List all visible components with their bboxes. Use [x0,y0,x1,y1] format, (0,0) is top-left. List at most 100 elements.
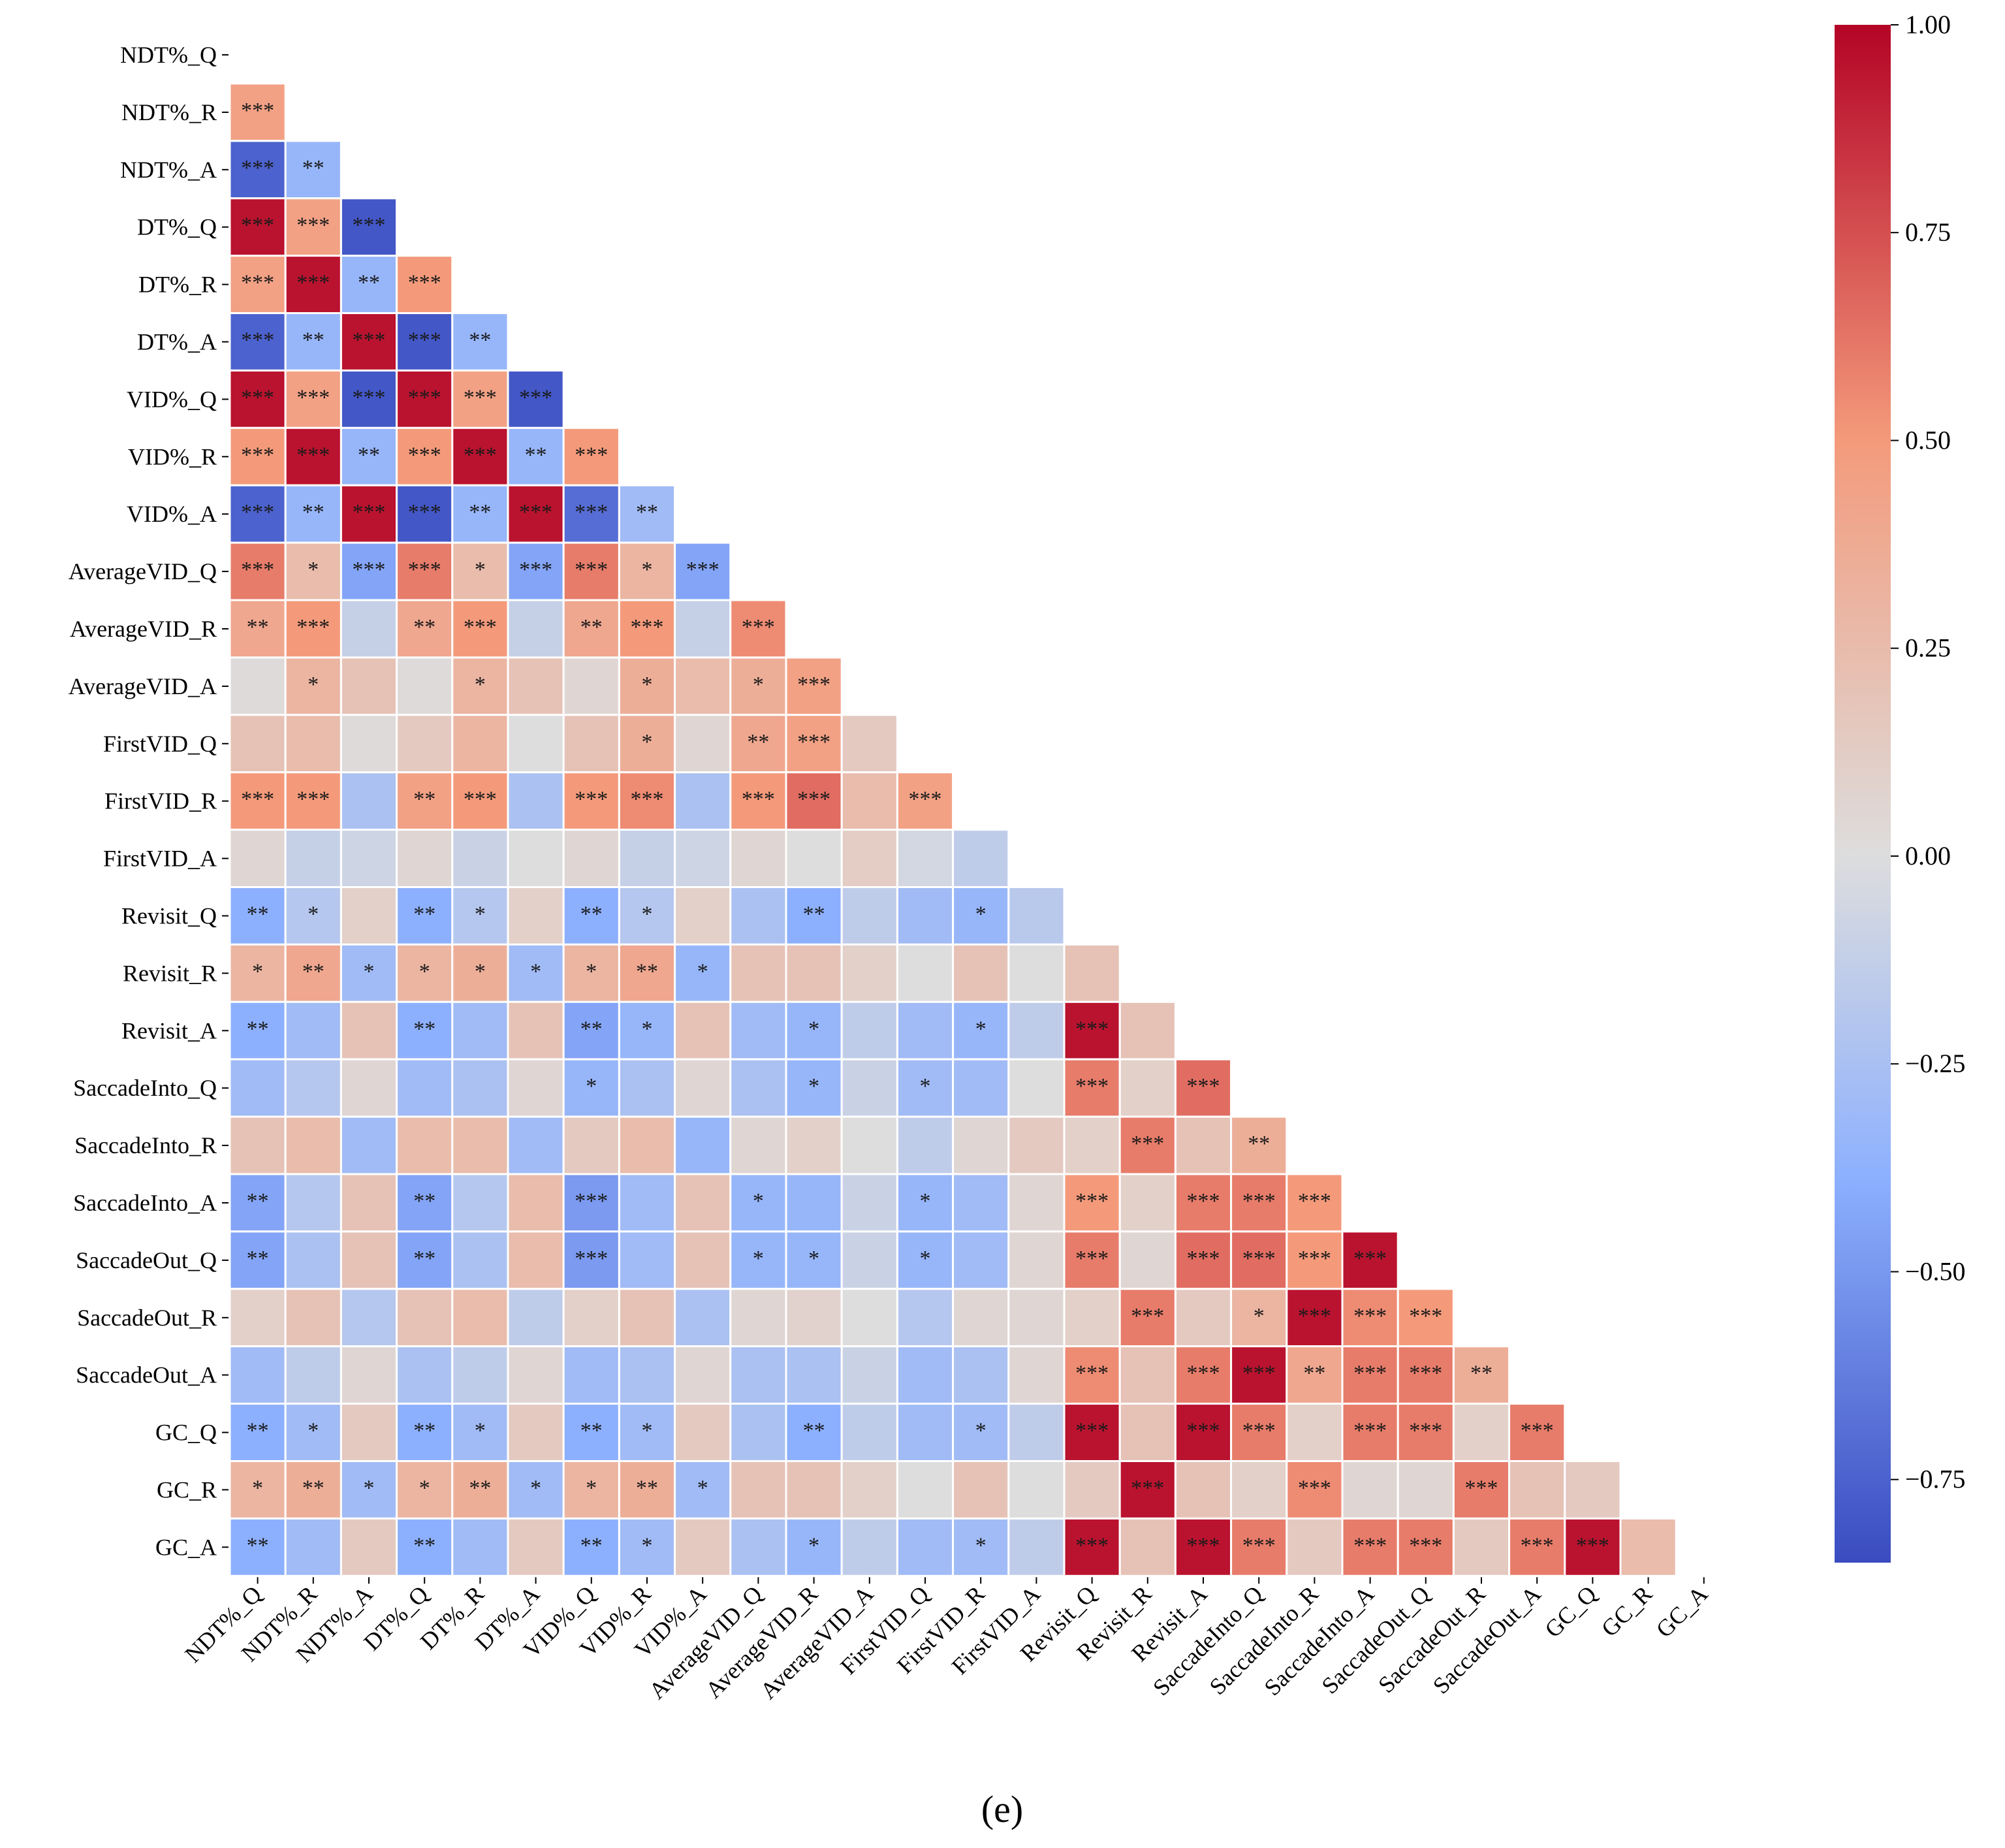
heatmap-cell [451,1173,509,1233]
heatmap-cell [785,943,843,1003]
y-tick-label: SaccadeOut_A [76,1362,217,1388]
heatmap-cell [396,1000,454,1060]
heatmap-cell [729,943,787,1003]
heatmap-cell [339,484,398,544]
significance-star-label: *** [408,558,441,582]
heatmap-cell [396,1345,454,1405]
significance-star-label: * [308,558,319,582]
colorbar [1835,25,1891,1563]
heatmap-cell [507,599,565,659]
heatmap-cell [840,1230,898,1290]
heatmap-cell [618,943,676,1003]
significance-star-label: *** [296,385,330,409]
significance-star-label: *** [575,1189,608,1213]
heatmap-cell [229,656,287,716]
colorbar-tick-label: 1.00 [1905,10,1951,39]
heatmap-cell [1341,1460,1399,1520]
heatmap-cell [896,1403,955,1463]
heatmap-cell [339,1000,398,1060]
significance-star-label: *** [1187,1247,1220,1271]
heatmap-cell [729,1058,787,1118]
heatmap-cell [896,1230,955,1290]
heatmap-cell [618,656,676,716]
heatmap-cell [674,656,732,716]
heatmap-cell [229,1000,287,1060]
significance-star-label: *** [1242,1189,1276,1213]
significance-star-label: * [586,959,597,983]
significance-star-label: ** [247,1533,269,1557]
x-tick-label: GC_A [1651,1581,1713,1643]
heatmap-cell [840,1403,898,1463]
significance-star-label: ** [302,959,324,983]
y-tick-label: GC_R [157,1476,217,1503]
heatmap-cell [840,1173,898,1233]
significance-star-label: ** [1248,1132,1270,1156]
y-tick-label: AverageVID_Q [69,558,217,584]
heatmap-cell [1118,1115,1176,1175]
significance-star-label: ** [525,443,547,467]
heatmap-cell [1230,1173,1288,1233]
heatmap-cell [229,1460,287,1520]
significance-star-label: *** [1298,1476,1331,1500]
significance-star-label: *** [296,615,330,639]
significance-star-label: * [920,1189,931,1213]
heatmap-cell [618,599,676,659]
heatmap-cell [339,599,398,659]
significance-star-label: ** [469,1476,491,1500]
significance-star-label: * [530,959,541,983]
heatmap-cell [1619,1517,1677,1577]
heatmap-cell [618,1173,676,1233]
significance-star-label: * [642,1017,653,1041]
heatmap-cell [785,1403,843,1463]
significance-star-label: * [808,1074,819,1098]
significance-star-label: *** [909,788,942,812]
significance-star-label: * [975,1017,987,1041]
heatmap-cell [229,541,287,601]
heatmap-cell [729,829,787,888]
colorbar-ticks: 1.00 0.75 0.50 0.25 0.00 −0.25 −0.50 −0.75 [1891,10,1966,1494]
y-tick-label: Revisit_A [121,1017,217,1043]
heatmap-cell [451,369,509,429]
heatmap-cell [729,714,787,774]
heatmap-cell [674,1345,732,1405]
significance-star-label: *** [241,214,274,238]
heatmap-cell [1286,1517,1344,1577]
heatmap-cell [1397,1403,1455,1463]
significance-star-label: ** [747,730,769,754]
significance-star-label: ** [247,1419,269,1443]
heatmap-cell [1118,1345,1176,1405]
significance-star-label: * [586,1074,597,1098]
significance-star-label: *** [1131,1132,1164,1156]
heatmap-cell [507,1230,565,1290]
y-tick-label: DT%_R [138,272,217,298]
heatmap-cell [451,1058,509,1118]
heatmap-cell [729,1460,787,1520]
heatmap-cell [339,1115,398,1175]
significance-star-label: * [753,673,764,697]
heatmap-cell [396,829,454,888]
heatmap-cell [507,656,565,716]
heatmap-cell [451,1517,509,1577]
significance-star-label: *** [464,385,497,409]
y-tick-label: AverageVID_A [69,673,217,699]
significance-star-label: *** [1187,1189,1220,1213]
significance-star-label: * [1254,1304,1265,1328]
y-tick-label: GC_A [155,1534,217,1560]
y-tick-label: SaccadeInto_Q [73,1075,217,1101]
significance-stars: ****** ***** *** ****** *** ** ****** ** *** *** *… [241,99,1609,1557]
heatmap-cell [229,369,287,429]
y-tick-label: SaccadeInto_A [73,1190,217,1216]
heatmap-cell [840,829,898,888]
y-tick-label: SaccadeInto_R [74,1132,217,1158]
significance-star-label: *** [1131,1476,1164,1500]
significance-star-label: *** [353,214,386,238]
heatmap-cell [451,656,509,716]
heatmap-cell [1007,1058,1066,1118]
heatmap-cell [1007,1230,1066,1290]
significance-star-label: ** [803,902,825,927]
significance-star-label: *** [1242,1247,1276,1271]
heatmap-cell [396,1517,454,1577]
heatmap-cell [1007,1460,1066,1520]
heatmap-cell [229,1230,287,1290]
heatmap-cell [1007,943,1066,1003]
